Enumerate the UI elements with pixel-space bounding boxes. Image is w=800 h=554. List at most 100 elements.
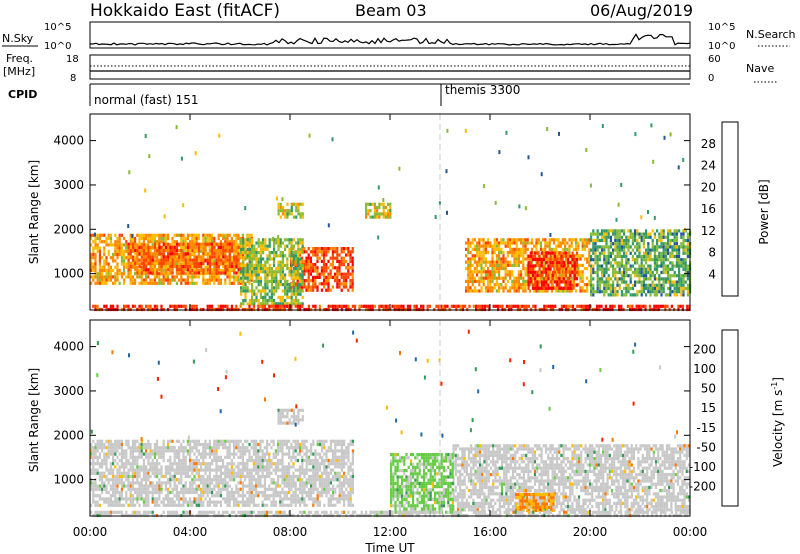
heatmap-cell bbox=[230, 259, 233, 263]
heatmap-cell bbox=[583, 257, 586, 261]
heatmap-cell bbox=[206, 452, 209, 456]
heatmap-cell bbox=[169, 474, 172, 479]
heatmap-cell bbox=[529, 270, 532, 274]
heatmap-cell bbox=[120, 439, 123, 443]
heatmap-cell bbox=[266, 276, 269, 280]
heatmap-cell bbox=[607, 286, 610, 291]
heatmap-cell bbox=[476, 244, 479, 248]
heatmap-cell bbox=[638, 277, 641, 281]
heatmap-cell bbox=[90, 449, 93, 453]
heatmap-cell bbox=[266, 283, 269, 287]
heatmap-cell bbox=[116, 265, 119, 269]
heatmap-cell bbox=[522, 254, 525, 258]
heatmap-cell bbox=[107, 452, 110, 456]
heatmap-cell bbox=[167, 468, 170, 472]
heatmap-cell bbox=[134, 261, 137, 265]
heatmap-cell bbox=[498, 276, 501, 280]
heatmap-cell bbox=[336, 247, 339, 251]
heatmap-cell bbox=[511, 251, 514, 255]
heatmap-cell bbox=[467, 289, 470, 293]
heatmap-cell bbox=[96, 236, 99, 241]
heatmap-cell bbox=[586, 260, 589, 264]
heatmap-cell bbox=[94, 462, 97, 466]
heatmap-cell bbox=[107, 249, 110, 253]
heatmap-cell bbox=[553, 273, 556, 277]
heatmap-cell bbox=[134, 481, 137, 485]
heatmap-cell bbox=[178, 494, 181, 498]
heatmap-cell bbox=[96, 246, 99, 250]
scatter-echo bbox=[434, 215, 437, 219]
heatmap-cell bbox=[158, 449, 161, 453]
heatmap-cell bbox=[292, 286, 295, 290]
heatmap-cell bbox=[469, 267, 472, 271]
heatmap-cell bbox=[402, 304, 405, 308]
heatmap-cell bbox=[294, 263, 297, 267]
heatmap-cell bbox=[609, 254, 612, 259]
heatmap-cell bbox=[184, 240, 187, 244]
heatmap-cell bbox=[495, 270, 498, 274]
scatter-echo bbox=[382, 198, 385, 202]
heatmap-cell bbox=[180, 249, 183, 253]
heatmap-cell bbox=[528, 273, 531, 277]
heatmap-cell bbox=[189, 258, 192, 262]
heatmap-cell bbox=[134, 449, 137, 453]
heatmap-cell bbox=[138, 245, 141, 249]
heatmap-cell bbox=[145, 465, 148, 469]
heatmap-cell bbox=[208, 268, 212, 272]
heatmap-cell bbox=[127, 252, 130, 256]
heatmap-cell bbox=[636, 270, 639, 275]
heatmap-cell bbox=[103, 262, 106, 266]
heatmap-cell bbox=[301, 202, 304, 206]
heatmap-cell bbox=[142, 474, 145, 479]
heatmap-cell bbox=[264, 289, 267, 293]
heatmap-cell bbox=[671, 267, 674, 271]
heatmap-cell bbox=[189, 242, 192, 246]
heatmap-cell bbox=[548, 273, 551, 277]
heatmap-cell bbox=[175, 304, 178, 308]
heatmap-cell bbox=[171, 258, 174, 262]
heatmap-cell bbox=[156, 468, 159, 472]
heatmap-cell bbox=[275, 241, 278, 245]
heatmap-cell bbox=[476, 289, 479, 293]
heatmap-cell bbox=[312, 288, 315, 292]
heatmap-cell bbox=[612, 280, 615, 284]
nave-tick-bottom: 0 bbox=[708, 73, 714, 84]
heatmap-cell bbox=[620, 254, 623, 259]
heatmap-cell bbox=[127, 304, 130, 308]
heatmap-cell bbox=[284, 283, 287, 287]
heatmap-cell bbox=[325, 253, 328, 257]
heatmap-cell bbox=[94, 481, 97, 485]
heatmap-cell bbox=[180, 458, 183, 463]
heatmap-cell bbox=[127, 497, 130, 501]
heatmap-cell bbox=[140, 304, 143, 308]
heatmap-cell bbox=[587, 304, 590, 308]
heatmap-cell bbox=[96, 455, 99, 459]
heatmap-cell bbox=[222, 268, 225, 273]
heatmap-cell bbox=[290, 283, 293, 287]
heatmap-cell bbox=[329, 247, 332, 251]
heatmap-cell bbox=[208, 245, 212, 249]
heatmap-cell bbox=[193, 242, 196, 246]
heatmap-cell bbox=[571, 264, 574, 268]
heatmap-cell bbox=[675, 235, 678, 239]
heatmap-cell bbox=[107, 278, 110, 282]
heatmap-cell bbox=[173, 471, 176, 475]
heatmap-cell bbox=[564, 276, 567, 280]
heatmap-cell bbox=[486, 304, 489, 308]
heatmap-cell bbox=[114, 481, 117, 485]
heatmap-cell bbox=[627, 290, 630, 294]
heatmap-cell bbox=[334, 272, 337, 276]
heatmap-cell bbox=[569, 286, 572, 290]
heatmap-cell bbox=[213, 240, 216, 244]
heatmap-cell bbox=[251, 302, 254, 306]
heatmap-cell bbox=[684, 251, 687, 255]
heatmap-cell bbox=[195, 261, 198, 265]
heatmap-cell bbox=[105, 452, 108, 456]
heatmap-cell bbox=[586, 276, 589, 280]
heatmap-cell bbox=[114, 452, 117, 456]
heatmap-cell bbox=[208, 258, 212, 262]
heatmap-cell bbox=[487, 238, 490, 242]
heatmap-cell bbox=[167, 249, 170, 253]
heatmap-cell bbox=[493, 286, 496, 290]
heatmap-cell bbox=[309, 279, 312, 283]
